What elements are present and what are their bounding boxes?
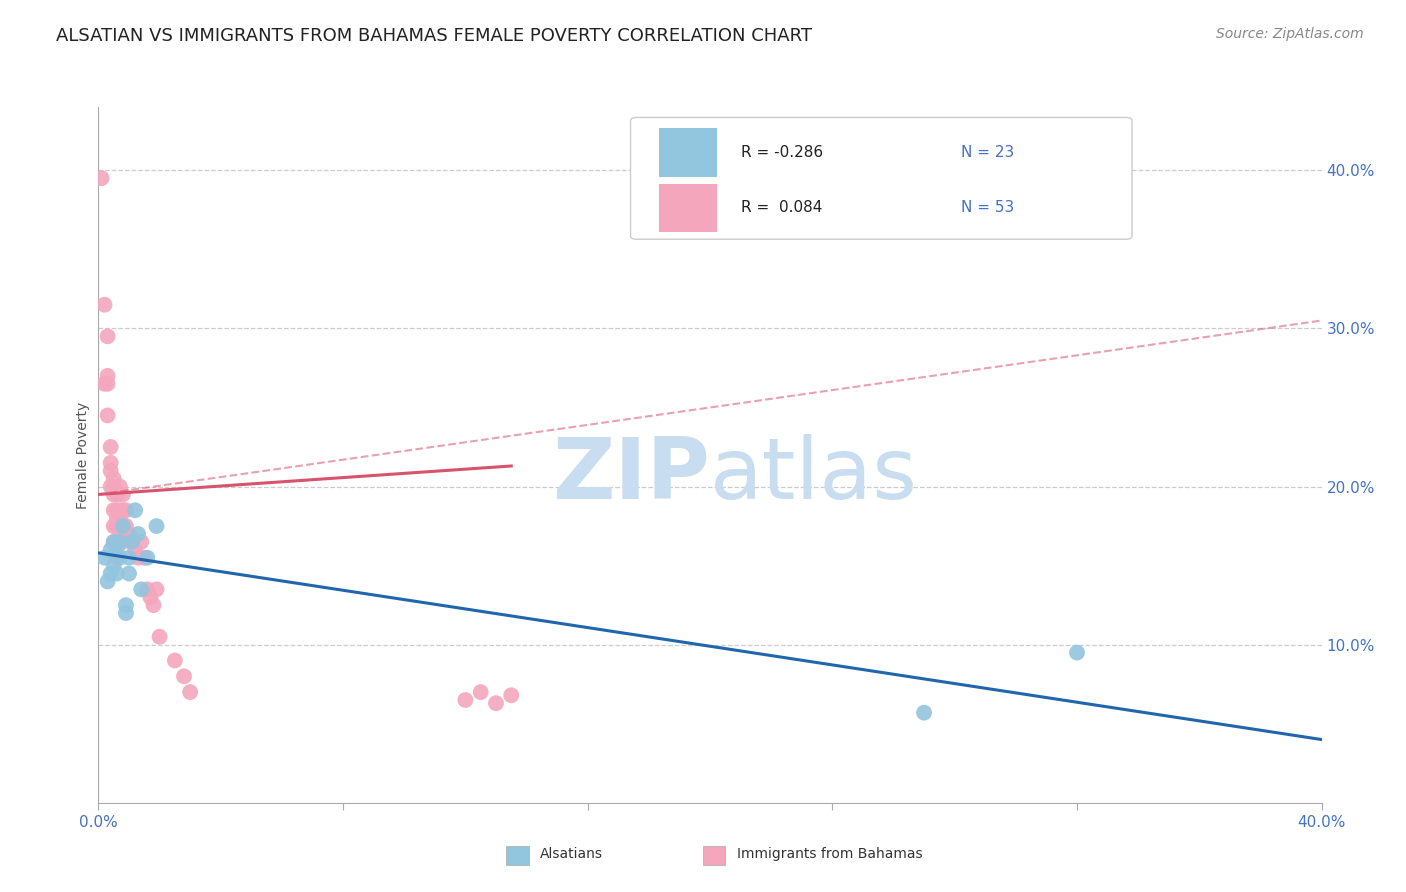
Point: [115, 527, 138, 541]
Y-axis label: Female Poverty: Female Poverty: [76, 401, 90, 508]
Point: [93, 298, 115, 312]
Point: [134, 550, 156, 565]
Text: Alsatians: Alsatians: [540, 847, 603, 861]
Point: [124, 503, 146, 517]
Point: [105, 487, 128, 501]
Point: [105, 519, 128, 533]
Point: [108, 503, 131, 517]
Point: [100, 542, 122, 557]
Point: [93, 550, 115, 565]
Point: [97, 376, 120, 391]
Text: ALSATIAN VS IMMIGRANTS FROM BAHAMAS FEMALE POVERTY CORRELATION CHART: ALSATIAN VS IMMIGRANTS FROM BAHAMAS FEMA…: [56, 27, 813, 45]
Point: [108, 534, 131, 549]
Point: [118, 550, 141, 565]
Point: [103, 479, 125, 493]
Point: [108, 534, 131, 549]
Point: [127, 527, 149, 541]
Text: atlas: atlas: [710, 434, 918, 517]
Point: [129, 534, 152, 549]
Point: [100, 464, 122, 478]
Point: [115, 503, 138, 517]
Point: [108, 479, 131, 493]
Point: [103, 519, 125, 533]
Point: [145, 519, 167, 533]
Point: [149, 630, 172, 644]
Point: [100, 440, 122, 454]
Point: [127, 550, 149, 565]
Point: [100, 456, 122, 470]
Point: [136, 582, 159, 597]
Point: [501, 688, 523, 702]
Point: [173, 669, 195, 683]
Point: [105, 511, 128, 525]
Point: [145, 582, 167, 597]
Point: [485, 696, 508, 710]
Point: [100, 566, 122, 581]
Point: [121, 534, 143, 549]
Point: [108, 519, 131, 533]
FancyBboxPatch shape: [630, 118, 1132, 239]
Text: R = -0.286: R = -0.286: [741, 145, 823, 160]
Point: [103, 472, 125, 486]
Point: [115, 598, 138, 612]
Point: [129, 582, 152, 597]
FancyBboxPatch shape: [658, 128, 717, 177]
Point: [97, 574, 120, 589]
FancyBboxPatch shape: [658, 184, 717, 232]
Point: [124, 542, 146, 557]
Point: [136, 550, 159, 565]
Point: [115, 519, 138, 533]
Point: [454, 693, 477, 707]
Point: [111, 519, 134, 533]
Point: [103, 487, 125, 501]
Point: [115, 606, 138, 620]
Point: [1066, 646, 1088, 660]
Point: [103, 503, 125, 517]
Point: [93, 376, 115, 391]
Point: [97, 368, 120, 383]
Point: [139, 591, 162, 605]
Point: [105, 542, 128, 557]
Point: [111, 519, 134, 533]
Point: [103, 534, 125, 549]
Text: N = 53: N = 53: [960, 201, 1014, 216]
Text: R =  0.084: R = 0.084: [741, 201, 823, 216]
Text: Source: ZipAtlas.com: Source: ZipAtlas.com: [1216, 27, 1364, 41]
Point: [105, 550, 128, 565]
Text: Immigrants from Bahamas: Immigrants from Bahamas: [737, 847, 922, 861]
Text: ZIP: ZIP: [553, 434, 710, 517]
Point: [163, 653, 186, 667]
Point: [142, 598, 165, 612]
Point: [103, 558, 125, 573]
Point: [103, 534, 125, 549]
Point: [90, 171, 112, 186]
Point: [111, 487, 134, 501]
Point: [97, 409, 120, 423]
Point: [912, 706, 935, 720]
Point: [105, 503, 128, 517]
Point: [100, 479, 122, 493]
Point: [105, 566, 128, 581]
Point: [118, 566, 141, 581]
Point: [179, 685, 201, 699]
Point: [111, 503, 134, 517]
Text: N = 23: N = 23: [960, 145, 1014, 160]
Point: [108, 511, 131, 525]
Point: [108, 550, 131, 565]
Point: [105, 534, 128, 549]
Point: [470, 685, 492, 699]
Point: [111, 534, 134, 549]
Point: [97, 329, 120, 343]
Point: [118, 527, 141, 541]
Point: [121, 534, 143, 549]
